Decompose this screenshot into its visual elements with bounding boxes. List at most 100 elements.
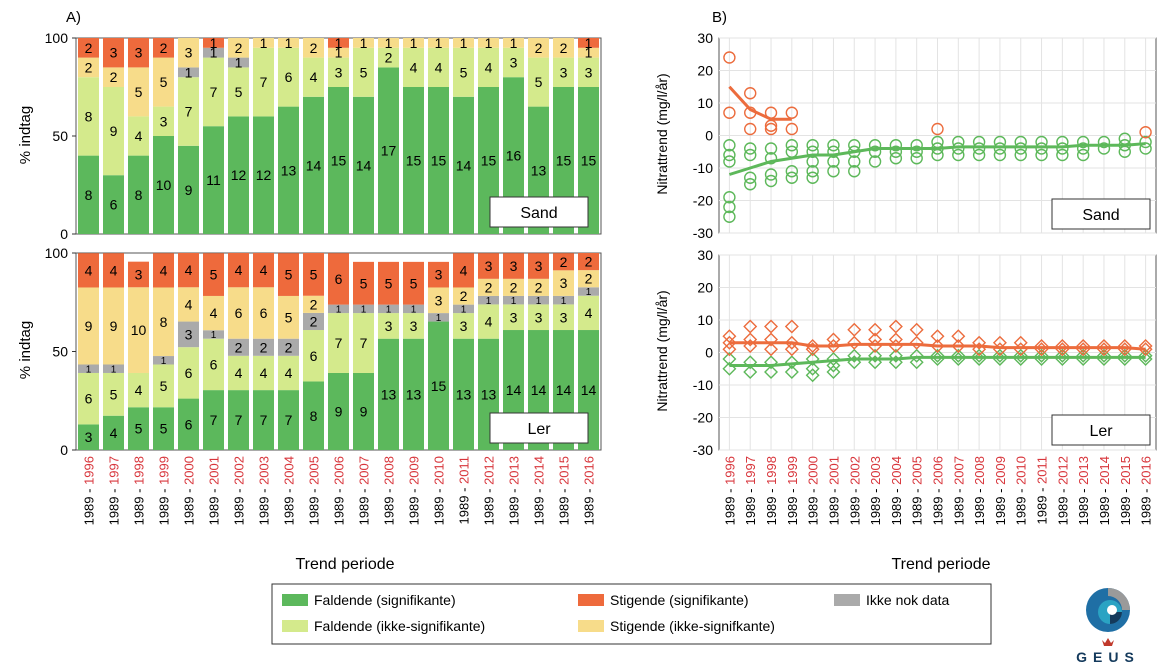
- legend-swatch-rising-nonsig: [578, 620, 604, 632]
- bar-a-ler-2009-no_data: [403, 304, 424, 314]
- point-b-ler-rising-7: [764, 332, 779, 347]
- bar-label-a-sand-2007-falling_sig: 14: [356, 157, 372, 173]
- y-axis-label-b-ler: Nitrattrend (mg/l/år): [654, 290, 670, 411]
- y-tick-label-a-ler-0: 0: [60, 442, 68, 458]
- bar-a-ler-2011-no_data: [453, 304, 474, 314]
- x-tick-label-a-2002: 1989 - 2002: [232, 456, 247, 525]
- legend-box: [271, 583, 992, 645]
- point-b-ler-rising-4: [743, 332, 758, 347]
- bar-a-ler-2000-rising_sig: [178, 253, 199, 288]
- bar-label-a-sand-2015-falling_sig: 15: [556, 153, 572, 169]
- point-b-sand-falling-32: [868, 145, 882, 158]
- point-b-sand-falling-3: [723, 191, 736, 204]
- bar-label-a-sand-2000-rising_nonsig: 3: [185, 45, 193, 61]
- bar-a-ler-1999-falling_sig: [153, 407, 174, 450]
- bar-a-ler-1996-falling_sig: [78, 424, 99, 450]
- point-b-ler-falling-32: [1034, 348, 1049, 363]
- point-b-sand-falling-61: [1076, 135, 1090, 149]
- bar-label-a-ler-2007-rising_sig: 5: [360, 275, 368, 291]
- point-b-sand-falling-4: [723, 200, 736, 214]
- bar-a-ler-2012-falling_nonsig: [478, 304, 499, 339]
- bar-label-a-ler-2011-rising_sig: 4: [460, 262, 468, 278]
- bar-label-a-ler-2013-no_data: 1: [511, 296, 517, 307]
- bar-label-a-sand-2006-rising_sig: 1: [335, 35, 343, 51]
- bar-label-a-sand-2015-falling_nonsig: 3: [560, 64, 568, 80]
- x-tick-label-a-2000: 1989 - 2000: [182, 456, 197, 525]
- bar-label-a-ler-2001-falling_sig: 7: [210, 412, 218, 428]
- bar-label-a-ler-2002-rising_sig: 4: [235, 262, 243, 278]
- bar-a-sand-2014-rising_nonsig: [528, 38, 549, 58]
- bar-label-a-sand-1999-falling_sig: 10: [156, 177, 172, 193]
- bar-label-a-sand-2012-falling_sig: 15: [481, 153, 497, 169]
- bar-label-a-sand-2006-rising_nonsig: 1: [335, 45, 343, 61]
- point-b-sand-falling-48: [972, 148, 986, 162]
- legend-label-rising-nonsig: Stigende (ikke-signifkante): [610, 618, 775, 634]
- bar-a-sand-2009-rising_nonsig: [403, 38, 424, 48]
- bar-label-a-sand-2009-falling_nonsig: 4: [410, 59, 418, 75]
- point-b-sand-falling-34: [889, 139, 903, 152]
- bar-a-ler-2003-falling_sig: [253, 390, 274, 450]
- bar-label-a-ler-2013-rising_sig: 3: [510, 258, 518, 274]
- x-tick-label-a-2003: 1989 - 2003: [257, 456, 272, 525]
- point-b-ler-falling-8: [805, 352, 820, 366]
- y-tick-label-a-sand-0: 0: [60, 226, 68, 242]
- bar-a-sand-2016-rising_nonsig: [578, 47, 599, 58]
- bar-a-sand-2004-rising_nonsig: [278, 38, 299, 48]
- point-b-sand-falling-53: [1014, 142, 1027, 155]
- bar-a-sand-2008-falling_sig: [378, 67, 399, 235]
- bar-a-ler-1999-rising_sig: [153, 253, 174, 288]
- point-b-ler-rising-42: [1096, 339, 1111, 353]
- bar-label-a-ler-2012-falling_sig: 13: [481, 386, 497, 402]
- point-b-ler-falling-28: [992, 348, 1007, 363]
- bar-a-ler-1999-rising_nonsig: [153, 287, 174, 357]
- bar-a-sand-1998-rising_sig: [128, 38, 149, 68]
- bar-a-ler-2001-falling_nonsig: [203, 338, 224, 391]
- bar-label-a-ler-1999-falling_nonsig: 5: [160, 378, 168, 394]
- bar-a-ler-2012-rising_sig: [478, 253, 499, 279]
- bar-label-a-sand-1999-falling_nonsig: 3: [160, 113, 168, 129]
- bar-label-a-sand-2000-falling_sig: 9: [185, 182, 193, 198]
- bar-label-a-sand-2016-rising_sig: 1: [585, 35, 593, 51]
- point-b-sand-falling-19: [806, 145, 819, 158]
- bar-a-sand-2002-falling_nonsig: [228, 67, 249, 117]
- bar-label-a-sand-1999-rising_sig: 2: [160, 40, 168, 56]
- y-axis-label-a-sand: % indtag: [17, 106, 34, 164]
- panel-label-a-sand: Sand: [520, 205, 557, 222]
- bar-a-sand-2012-rising_nonsig: [478, 38, 499, 48]
- bar-label-a-sand-2006-falling_sig: 15: [331, 153, 347, 169]
- point-b-ler-falling-3: [743, 365, 758, 379]
- x-tick-label-b-1998: 1989 - 1998: [764, 456, 779, 525]
- bar-a-sand-2009-falling_nonsig: [403, 47, 424, 87]
- bar-label-a-ler-2007-falling_nonsig: 7: [360, 335, 368, 351]
- bar-label-a-ler-2011-rising_nonsig: 2: [460, 288, 468, 304]
- point-b-ler-falling-10: [805, 368, 820, 383]
- point-b-ler-falling-26: [972, 348, 987, 363]
- bar-label-a-ler-2000-falling_sig: 6: [185, 416, 193, 432]
- bar-a-ler-2007-falling_nonsig: [353, 313, 374, 373]
- bar-label-a-sand-2009-rising_nonsig: 1: [410, 35, 418, 51]
- x-tick-label-b-1997: 1989 - 1997: [743, 456, 758, 525]
- bar-label-a-ler-2005-no_data: 2: [310, 313, 318, 329]
- bar-label-a-sand-2006-falling_nonsig: 3: [335, 64, 343, 80]
- panel-label-box-b-sand: [1051, 198, 1151, 230]
- point-b-sand-falling-59: [1056, 142, 1069, 155]
- point-b-ler-rising-18: [868, 322, 883, 337]
- bar-a-sand-2006-falling_sig: [328, 87, 349, 234]
- bar-label-a-ler-2004-falling_nonsig: 4: [285, 365, 293, 381]
- panel-label-box-a-sand: [489, 196, 589, 228]
- point-b-sand-falling-6: [744, 142, 757, 155]
- point-b-ler-falling-34: [1055, 348, 1070, 363]
- point-b-ler-falling-4: [764, 355, 779, 370]
- legend-swatch-rising-sig: [578, 594, 604, 606]
- x-tick-label-a-2015: 1989 - 2015: [557, 456, 572, 525]
- point-b-ler-falling-30: [1013, 348, 1028, 363]
- bar-a-ler-2003-no_data: [253, 338, 274, 356]
- legend-swatch-falling-sig: [282, 594, 308, 606]
- legend-swatch-falling-nonsig: [282, 620, 308, 632]
- bar-label-a-sand-2005-falling_sig: 14: [306, 157, 322, 173]
- bar-label-a-ler-1998-falling_sig: 5: [135, 421, 143, 437]
- bar-a-ler-2008-falling_sig: [378, 338, 399, 450]
- point-b-sand-falling-56: [1035, 142, 1048, 155]
- bar-label-a-sand-2005-rising_nonsig: 2: [310, 40, 318, 56]
- bar-a-sand-2006-rising_nonsig: [328, 47, 349, 58]
